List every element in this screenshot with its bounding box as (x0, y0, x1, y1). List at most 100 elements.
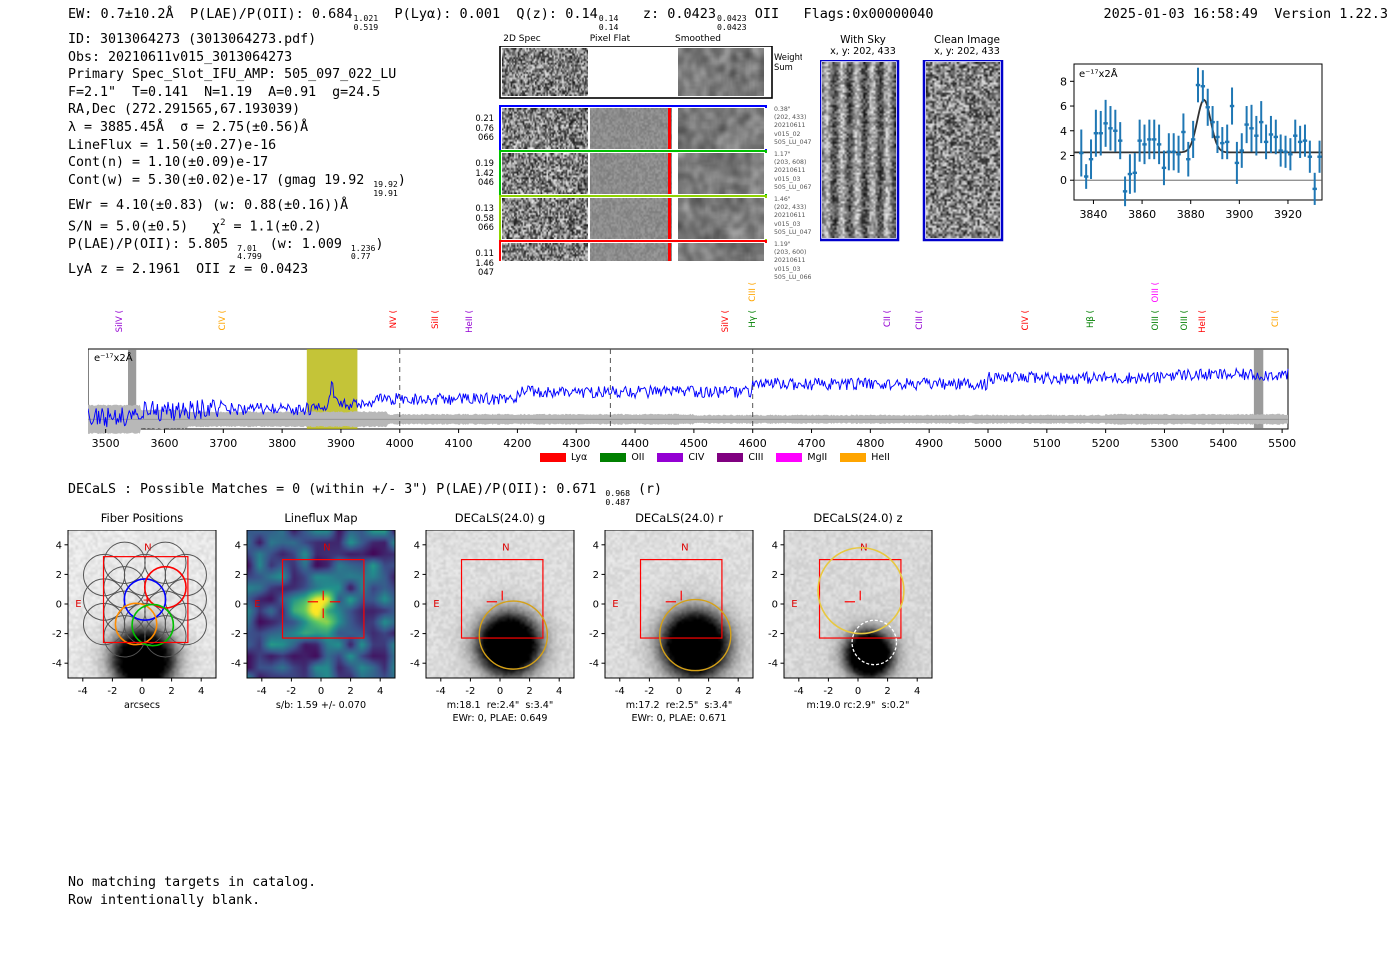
decals-panel-image[interactable]: -4 -4 -2 -2 0 0 2 2 4 4 N E + (38, 530, 220, 718)
spectrum-line-label: CII ( (1271, 310, 1282, 328)
svg-text:-4: -4 (615, 686, 625, 697)
svg-text:3500: 3500 (92, 437, 120, 450)
svg-text:4100: 4100 (445, 437, 473, 450)
svg-text:4: 4 (198, 686, 204, 697)
svg-text:E: E (791, 599, 797, 610)
flags-value: Flags:0x00000040 (803, 6, 934, 22)
legend-swatch (776, 453, 803, 462)
decals-caption: m:18.1 re:2.4" s:3.4" (446, 700, 554, 711)
legend-label: CIII (748, 452, 764, 463)
svg-text:+: + (142, 594, 151, 607)
footer-note: No matching targets in catalog. Row inte… (68, 874, 316, 909)
svg-text:E: E (254, 599, 260, 610)
svg-text:5400: 5400 (1209, 437, 1237, 450)
decals-caption-secondary: EWr: 0, PLAE: 0.671 (631, 713, 727, 724)
svg-text:8: 8 (1060, 75, 1067, 88)
legend-item: CIV (657, 452, 704, 463)
spec-row-left-label: 0.13 0.58 066 (475, 203, 494, 233)
info-redshifts: LyA z = 2.1961 OII z = 0.0423 (68, 261, 309, 277)
svg-text:-2: -2 (107, 686, 117, 697)
spectrum-line-label: HeII ( (1197, 310, 1208, 333)
svg-text:3880: 3880 (1177, 208, 1205, 221)
svg-text:0: 0 (139, 686, 145, 697)
svg-text:N: N (502, 543, 509, 554)
spec-row-right-label: 1.46" (202, 433) 20210611 v015_03 505_LU_047 (774, 196, 812, 236)
svg-text:-4: -4 (768, 659, 778, 670)
svg-text:4: 4 (235, 540, 241, 551)
svg-text:E: E (433, 599, 439, 610)
svg-text:0: 0 (414, 600, 420, 611)
spec-row-right-label: 0.38" (202, 433) 20210611 v015_02 505_LU_047 (774, 106, 812, 146)
legend-item: OII (600, 452, 644, 463)
spectrum-line-label: OIII ( (1150, 282, 1161, 303)
legend-item: CIII (717, 452, 763, 463)
legend-label: Lyα (571, 452, 588, 463)
svg-text:2: 2 (772, 570, 778, 581)
svg-text:-4: -4 (589, 659, 599, 670)
svg-text:4: 4 (56, 540, 62, 551)
svg-text:4: 4 (1060, 125, 1067, 138)
svg-text:e⁻¹⁷x2Å: e⁻¹⁷x2Å (1079, 67, 1118, 80)
svg-text:4200: 4200 (503, 437, 531, 450)
svg-text:2: 2 (884, 686, 890, 697)
spectrum-line-label: Hγ ( (747, 310, 758, 328)
svg-text:4300: 4300 (562, 437, 590, 450)
decals-axis-label: arcsecs (123, 700, 161, 711)
twod-spectra-images: WeightedSum (499, 46, 802, 261)
plae-label: P(LAE)/P(OII): (189, 6, 304, 22)
info-primary-spec: Primary Spec_Slot_IFU_AMP: 505_097_022_L… (68, 67, 397, 83)
svg-text:5500: 5500 (1268, 437, 1296, 450)
spectrum-line-label: CIV ( (1021, 310, 1032, 331)
svg-text:E: E (75, 599, 81, 610)
svg-text:3920: 3920 (1274, 208, 1302, 221)
svg-text:4800: 4800 (856, 437, 884, 450)
ew-label: EW: (68, 6, 93, 22)
svg-text:2: 2 (526, 686, 532, 697)
svg-text:0: 0 (235, 600, 241, 611)
decals-plae-errors: 0.968 0.487 (605, 488, 631, 507)
svg-text:-2: -2 (286, 686, 296, 697)
svg-text:-2: -2 (465, 686, 475, 697)
svg-text:0: 0 (855, 686, 861, 697)
info-lambda-sigma: λ = 3885.45Å σ = 2.75(±0.56)Å (68, 119, 309, 135)
svg-text:0: 0 (676, 686, 682, 697)
svg-text:2: 2 (347, 686, 353, 697)
spectrum-line-label: CIII ( (747, 282, 758, 302)
spec-row-left-label: 0.11 1.46 047 (475, 248, 494, 278)
spectrum-line-label: SiIV ( (721, 310, 732, 333)
legend-swatch (717, 453, 744, 462)
info-ewr: EWr = 4.10(±0.83) (w: 0.88(±0.16))Å (68, 197, 349, 213)
svg-text:e⁻¹⁷x2Å: e⁻¹⁷x2Å (94, 351, 133, 364)
svg-text:4500: 4500 (680, 437, 708, 450)
svg-text:-2: -2 (52, 629, 62, 640)
line-fit-plot: e⁻¹⁷x2Å 0 2 4 6 8 3840 3860 3880 3900 3920 (1040, 50, 1328, 239)
svg-text:0: 0 (593, 600, 599, 611)
info-cont-w: Cont(w) = 5.30(±0.02)e-17 (gmag 19.92 19… (68, 172, 406, 198)
svg-text:WeightedSum: WeightedSum (774, 52, 802, 72)
qz-label: Q(z): (516, 6, 558, 22)
legend-swatch (840, 453, 867, 462)
decals-caption: s/b: 1.59 +/- 0.070 (275, 700, 367, 711)
clean-image-title: Clean Image (933, 34, 1001, 46)
svg-text:-4: -4 (257, 686, 267, 697)
svg-text:-4: -4 (78, 686, 88, 697)
svg-text:3840: 3840 (1079, 208, 1107, 221)
info-plae: P(LAE)/P(OII): 5.805 7.01 4.799 (w: 1.009… (68, 236, 384, 262)
info-seeing: F=2.1" T=0.141 N=1.19 A=0.91 g=24.5 (68, 84, 381, 100)
spectrum-line-label: CII ( (883, 310, 893, 328)
svg-text:2: 2 (705, 686, 711, 697)
spectrum-line-label: OIII ( (1180, 310, 1191, 331)
spec-row-right-label: 1.19" (203, 600) 20210611 v015_03 505_LU_066 (774, 241, 812, 281)
svg-text:0: 0 (772, 600, 778, 611)
svg-text:3900: 3900 (327, 437, 355, 450)
col-title-smoothed: Smoothed (675, 34, 721, 44)
svg-text:0: 0 (318, 686, 324, 697)
spectrum-legend: Lyα OII CIV CIII MgII HeII (540, 452, 890, 463)
footer-line-2: Row intentionally blank. (68, 892, 261, 908)
info-obs: Obs: 20210611v015_3013064273 (68, 49, 293, 65)
svg-text:4700: 4700 (798, 437, 826, 450)
